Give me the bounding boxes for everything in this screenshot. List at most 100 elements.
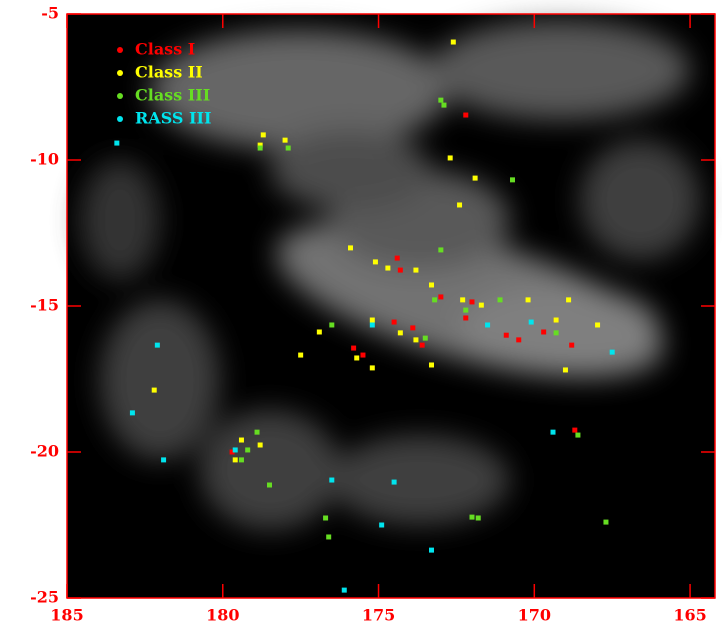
point — [457, 202, 462, 207]
point — [610, 350, 615, 355]
point — [516, 337, 521, 342]
x-tick-label: 170 — [518, 606, 551, 625]
y-tick-label: -25 — [30, 588, 59, 607]
point — [566, 297, 571, 302]
point — [233, 457, 238, 462]
point — [476, 515, 481, 520]
point — [261, 132, 266, 137]
point — [420, 343, 425, 348]
point — [438, 98, 443, 103]
point — [233, 447, 238, 452]
point — [258, 442, 263, 447]
point — [152, 388, 157, 393]
y-tick-label: -10 — [30, 150, 59, 169]
point — [370, 318, 375, 323]
point — [541, 329, 546, 334]
point — [569, 343, 574, 348]
point — [410, 325, 415, 330]
point — [326, 534, 331, 539]
point — [463, 308, 468, 313]
point — [392, 320, 397, 325]
point — [323, 515, 328, 520]
point — [429, 362, 434, 367]
point — [161, 457, 166, 462]
point — [370, 322, 375, 327]
point — [373, 259, 378, 264]
point — [554, 318, 559, 323]
point — [395, 256, 400, 261]
point — [348, 245, 353, 250]
point — [603, 520, 608, 525]
point — [155, 343, 160, 348]
point — [451, 40, 456, 45]
point — [463, 113, 468, 118]
point — [479, 303, 484, 308]
legend-marker — [117, 116, 123, 122]
point — [429, 282, 434, 287]
point — [258, 146, 263, 151]
point — [575, 433, 580, 438]
point — [473, 176, 478, 181]
chart: Class I Class II Class III RASS III 185 180 17… — [0, 0, 722, 633]
point — [239, 457, 244, 462]
legend-marker — [117, 70, 123, 76]
point — [398, 268, 403, 273]
point — [551, 430, 556, 435]
point — [329, 478, 334, 483]
point — [398, 330, 403, 335]
point — [370, 365, 375, 370]
point — [510, 177, 515, 182]
point — [255, 430, 260, 435]
point — [504, 333, 509, 338]
point — [572, 428, 577, 433]
legend-marker — [117, 47, 123, 53]
x-tick-label: 175 — [362, 606, 395, 625]
point — [360, 353, 365, 358]
legend-label: Class I — [135, 40, 195, 59]
legend-label: Class III — [135, 86, 210, 105]
point — [351, 346, 356, 351]
point — [485, 322, 490, 327]
point — [114, 141, 119, 146]
point — [429, 548, 434, 553]
point — [245, 447, 250, 452]
point — [130, 410, 135, 415]
x-tick-label: 185 — [50, 606, 83, 625]
y-tick-label: -5 — [41, 4, 59, 23]
point — [438, 294, 443, 299]
point — [460, 297, 465, 302]
point — [413, 268, 418, 273]
point — [463, 315, 468, 320]
legend-label: RASS III — [135, 109, 212, 128]
point — [283, 138, 288, 143]
point — [267, 482, 272, 487]
x-tick-label: 165 — [673, 606, 706, 625]
point — [392, 480, 397, 485]
point — [379, 523, 384, 528]
legend-marker — [117, 93, 123, 99]
point — [385, 266, 390, 271]
y-tick-label: -20 — [30, 442, 59, 461]
point — [470, 299, 475, 304]
point — [342, 588, 347, 593]
point — [595, 322, 600, 327]
point — [448, 155, 453, 160]
point — [563, 367, 568, 372]
point — [298, 353, 303, 358]
point — [423, 336, 428, 341]
point — [470, 515, 475, 520]
y-tick-label: -15 — [30, 296, 59, 315]
point — [317, 329, 322, 334]
point — [554, 330, 559, 335]
point — [239, 438, 244, 443]
point — [526, 297, 531, 302]
point — [498, 297, 503, 302]
point — [438, 247, 443, 252]
point — [329, 322, 334, 327]
point — [413, 337, 418, 342]
legend-label: Class II — [135, 63, 203, 82]
point — [432, 297, 437, 302]
point — [354, 355, 359, 360]
x-tick-label: 180 — [206, 606, 239, 625]
point — [286, 146, 291, 151]
